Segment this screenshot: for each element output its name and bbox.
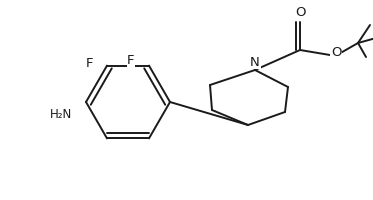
Text: O: O — [331, 46, 341, 60]
Text: O: O — [295, 6, 305, 20]
Text: F: F — [85, 57, 93, 70]
Text: F: F — [127, 54, 135, 67]
Text: H₂N: H₂N — [50, 108, 72, 120]
Text: N: N — [250, 55, 260, 68]
